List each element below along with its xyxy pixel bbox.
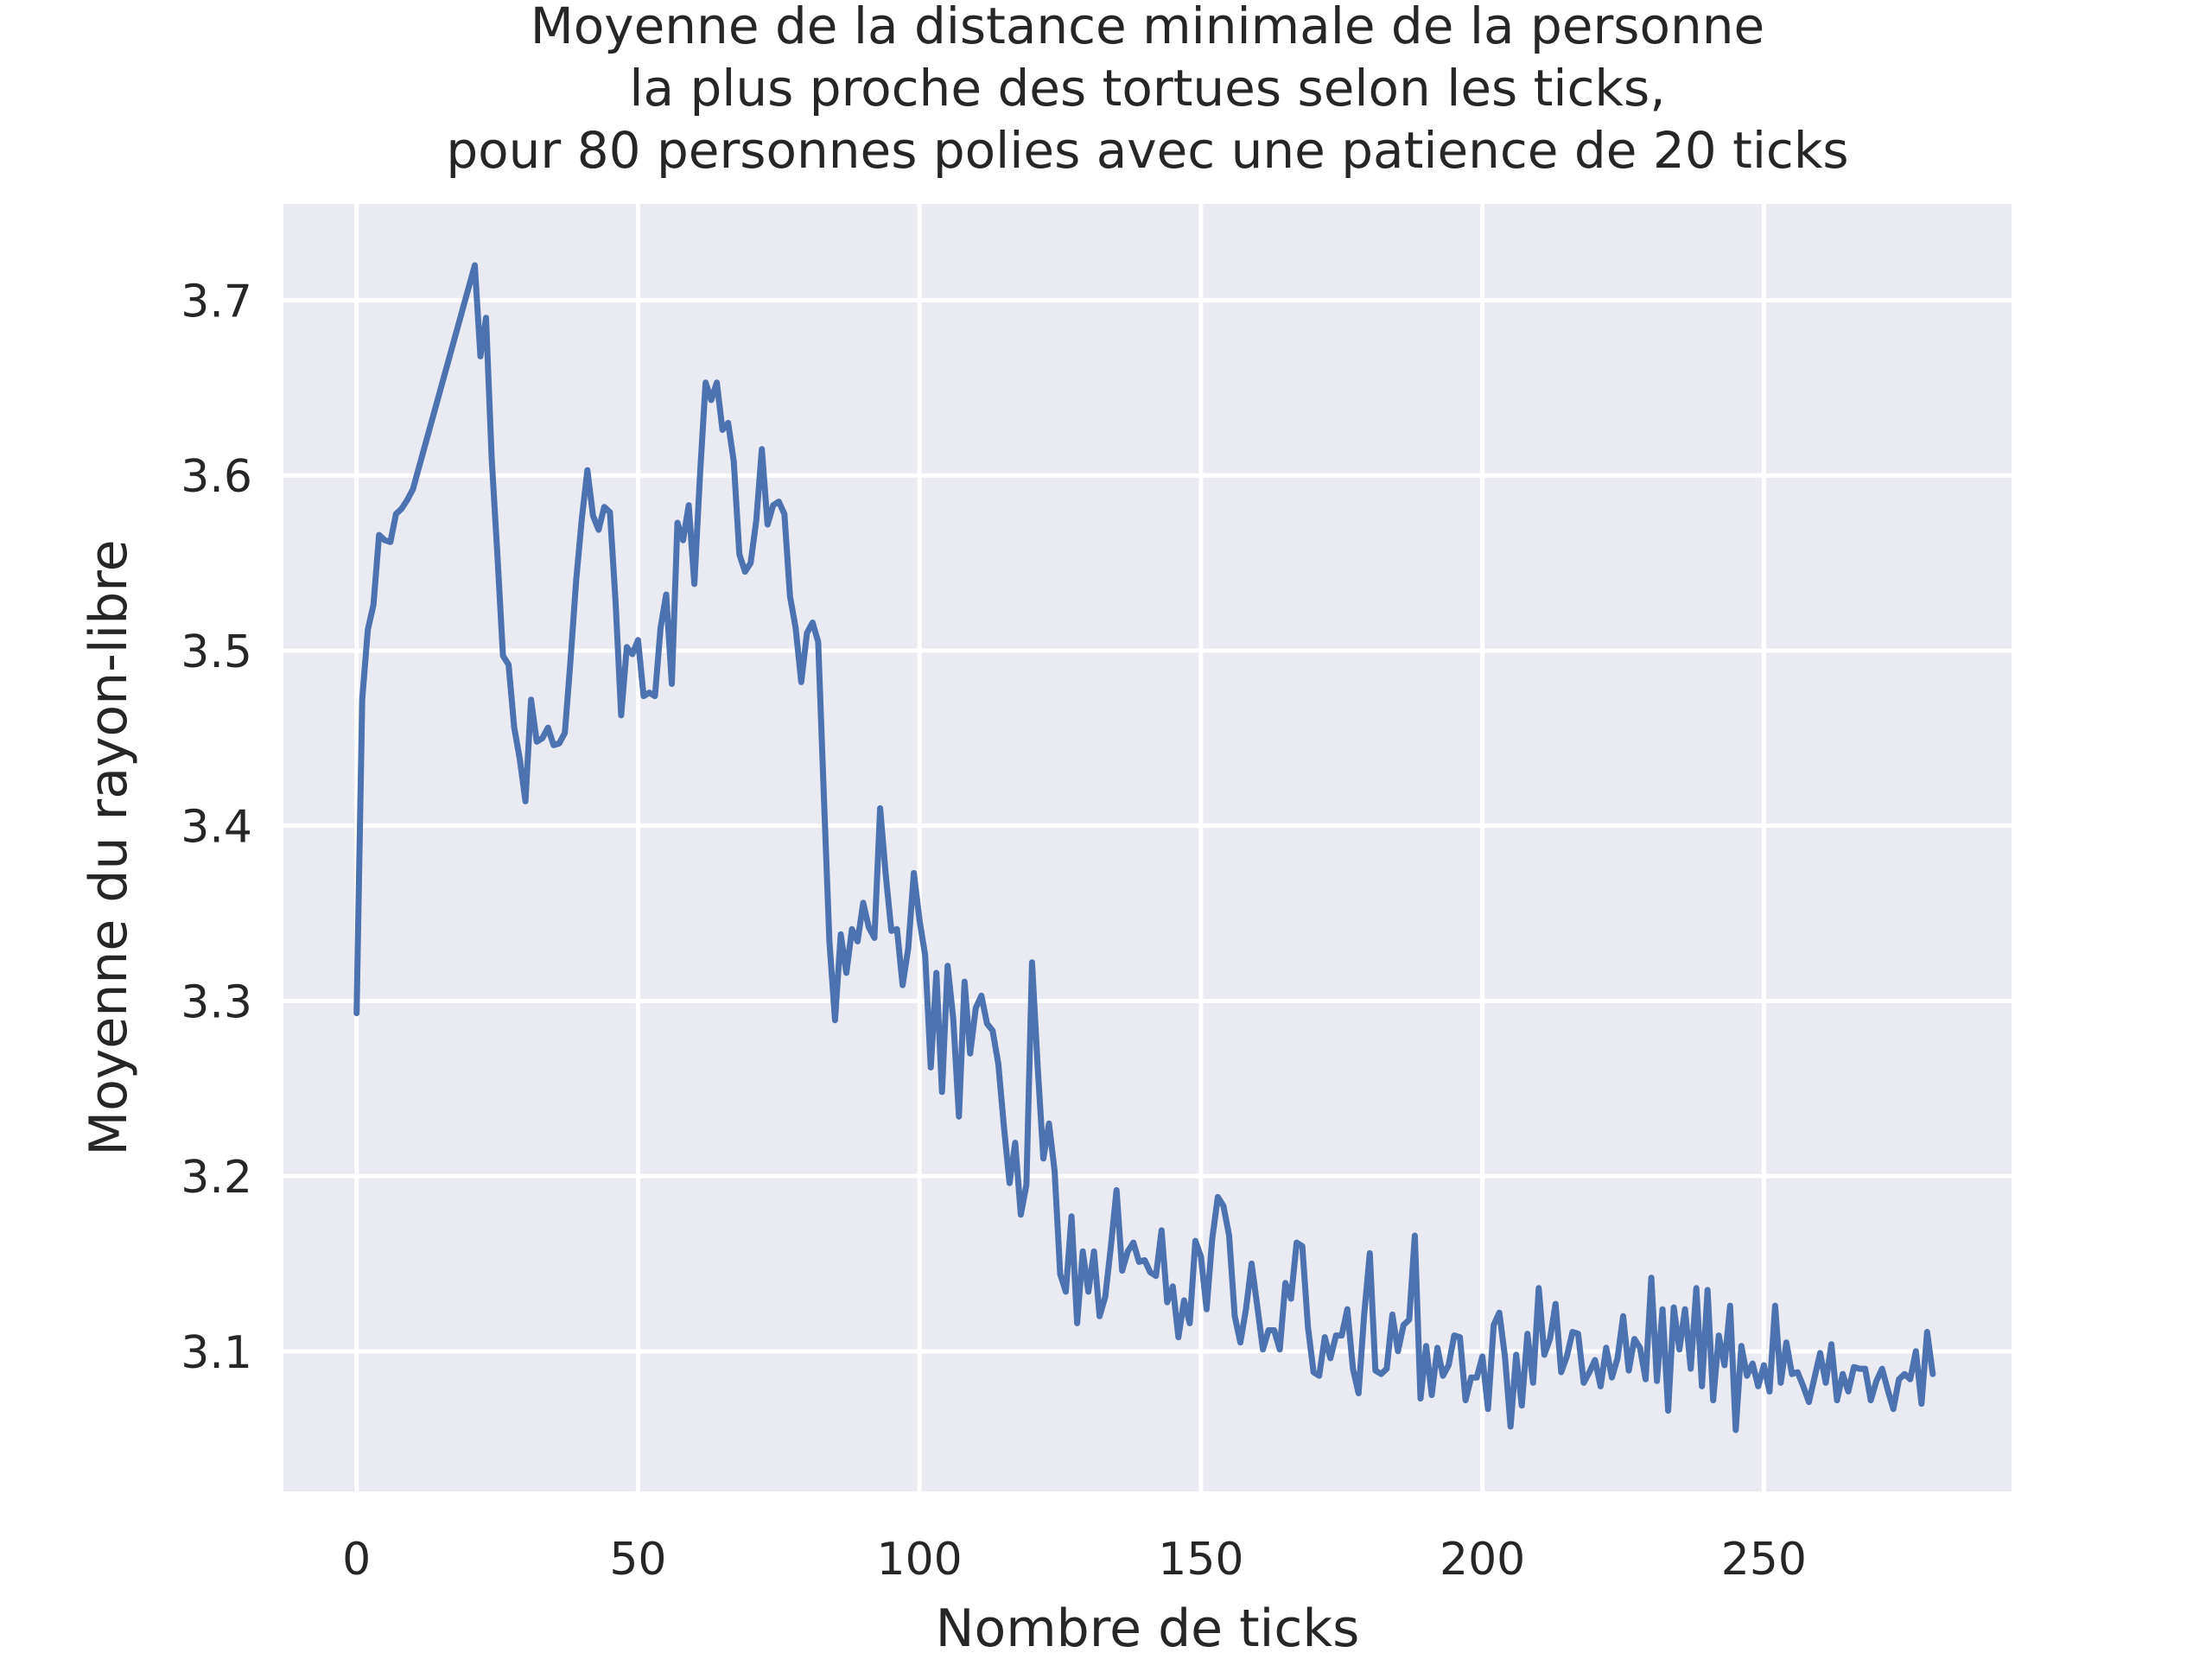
chart-title-line-3: pour 80 personnes polies avec une patien… [446, 121, 1848, 180]
x-axis-ticks: 0 50 100 150 200 250 [342, 1534, 1807, 1586]
y-tick-label: 3.2 [181, 1152, 252, 1204]
y-axis-label: Moyenne du rayon-libre [79, 539, 139, 1155]
x-tick-label: 200 [1440, 1534, 1525, 1586]
y-tick-label: 3.1 [181, 1327, 252, 1379]
chart-title: Moyenne de la distance minimale de la pe… [446, 0, 1848, 180]
y-tick-label: 3.4 [181, 802, 252, 854]
x-tick-label: 250 [1721, 1534, 1807, 1586]
x-tick-label: 100 [877, 1534, 963, 1586]
y-tick-label: 3.3 [181, 976, 252, 1028]
y-tick-label: 3.6 [181, 451, 252, 503]
chart-title-line-2: la plus proche des tortues selon les tic… [629, 59, 1665, 118]
y-tick-label: 3.7 [181, 276, 252, 327]
x-tick-label: 50 [609, 1534, 666, 1586]
y-axis-ticks: 3.1 3.2 3.3 3.4 3.5 3.6 3.7 [181, 276, 252, 1378]
x-axis-label: Nombre de ticks [936, 1599, 1360, 1659]
x-tick-label: 150 [1158, 1534, 1243, 1586]
x-tick-label: 0 [342, 1534, 371, 1586]
y-tick-label: 3.5 [181, 626, 252, 678]
series-line-0 [353, 262, 1936, 1433]
series-group [353, 262, 1936, 1433]
chart-title-line-1: Moyenne de la distance minimale de la pe… [531, 0, 1764, 55]
plot-area [283, 204, 2012, 1491]
